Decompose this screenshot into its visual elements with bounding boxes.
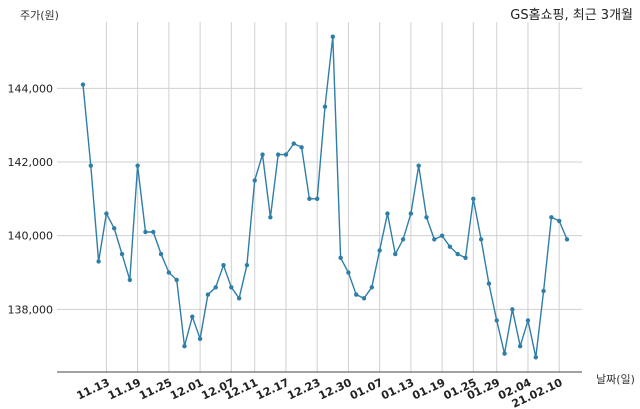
data-point bbox=[517, 344, 523, 349]
data-point bbox=[393, 251, 398, 257]
data-point bbox=[283, 152, 289, 157]
x-tick-label: 01.19 bbox=[410, 376, 447, 402]
data-point bbox=[112, 226, 117, 231]
x-tick-label: 01.07 bbox=[348, 376, 385, 402]
data-point bbox=[494, 318, 499, 323]
x-tick-labels: 11.1311.1911.2512.0112.0712.1112.1712.23… bbox=[75, 376, 565, 409]
data-point bbox=[478, 237, 484, 242]
x-tick-label: 12.30 bbox=[317, 376, 354, 403]
data-point bbox=[447, 244, 453, 249]
data-point bbox=[439, 233, 445, 238]
data-point bbox=[299, 145, 304, 150]
x-tick-label: 11.13 bbox=[75, 376, 112, 402]
data-point bbox=[143, 229, 148, 235]
data-point bbox=[88, 163, 94, 168]
data-point bbox=[197, 336, 203, 342]
data-point bbox=[486, 281, 492, 286]
data-point bbox=[174, 277, 179, 283]
data-point bbox=[510, 307, 515, 312]
data-point bbox=[361, 296, 367, 301]
data-point bbox=[432, 237, 437, 242]
y-tick-label: 138,000 bbox=[8, 303, 54, 316]
x-tick-label: 11.25 bbox=[137, 376, 174, 402]
data-point bbox=[96, 259, 101, 264]
data-point bbox=[564, 237, 570, 242]
data-point bbox=[291, 141, 296, 146]
data-point bbox=[213, 285, 218, 290]
data-point bbox=[190, 314, 195, 319]
data-point bbox=[533, 355, 538, 360]
data-point bbox=[314, 196, 320, 202]
data-point bbox=[104, 211, 109, 216]
y-tick-label: 140,000 bbox=[8, 230, 54, 243]
data-point bbox=[307, 196, 312, 202]
data-point bbox=[502, 351, 507, 356]
x-tick-label: 11.19 bbox=[106, 376, 143, 402]
data-point bbox=[354, 292, 359, 297]
data-point bbox=[166, 270, 172, 275]
x-axis-label: 날짜(일) bbox=[596, 372, 635, 386]
data-point bbox=[236, 296, 242, 301]
data-point bbox=[369, 285, 375, 290]
data-point bbox=[525, 318, 531, 323]
data-point bbox=[244, 262, 250, 268]
data-point bbox=[455, 251, 460, 257]
data-point bbox=[252, 178, 257, 183]
data-point bbox=[205, 292, 211, 297]
data-point bbox=[541, 288, 546, 294]
data-point bbox=[229, 285, 234, 290]
x-tick-label: 01.13 bbox=[379, 376, 416, 402]
y-tick-label: 142,000 bbox=[8, 156, 54, 169]
data-point bbox=[275, 152, 281, 157]
x-tick-label: 12.23 bbox=[285, 376, 322, 402]
data-point bbox=[385, 211, 390, 216]
data-point bbox=[346, 270, 351, 275]
data-point bbox=[221, 262, 226, 268]
data-point bbox=[260, 152, 265, 157]
data-point bbox=[377, 248, 382, 253]
data-point bbox=[549, 215, 554, 220]
x-tick-label: 12.17 bbox=[254, 376, 291, 402]
data-point bbox=[80, 82, 86, 87]
y-axis-label: 주가(원) bbox=[20, 9, 59, 22]
data-point bbox=[158, 251, 164, 257]
data-point bbox=[322, 104, 328, 109]
data-point bbox=[127, 277, 133, 283]
data-point bbox=[119, 251, 125, 257]
y-tick-labels: 138,000 140,000 142,000 144,000 bbox=[8, 82, 54, 316]
data-point bbox=[416, 163, 421, 168]
data-point bbox=[182, 344, 187, 349]
data-point bbox=[151, 229, 156, 235]
chart-title: GS홈쇼핑, 최근 3개월 bbox=[510, 8, 633, 23]
data-point bbox=[408, 211, 414, 216]
data-point bbox=[471, 196, 476, 202]
y-tick-label: 144,000 bbox=[8, 82, 54, 95]
data-point bbox=[556, 218, 562, 224]
data-point bbox=[400, 237, 406, 242]
data-point bbox=[463, 255, 468, 260]
data-point bbox=[135, 163, 140, 168]
data-point bbox=[268, 215, 273, 220]
series-layer bbox=[80, 34, 570, 360]
data-point bbox=[338, 255, 343, 260]
x-tick-label: 12.01 bbox=[168, 376, 205, 402]
data-point bbox=[424, 215, 429, 220]
data-point bbox=[330, 34, 336, 39]
